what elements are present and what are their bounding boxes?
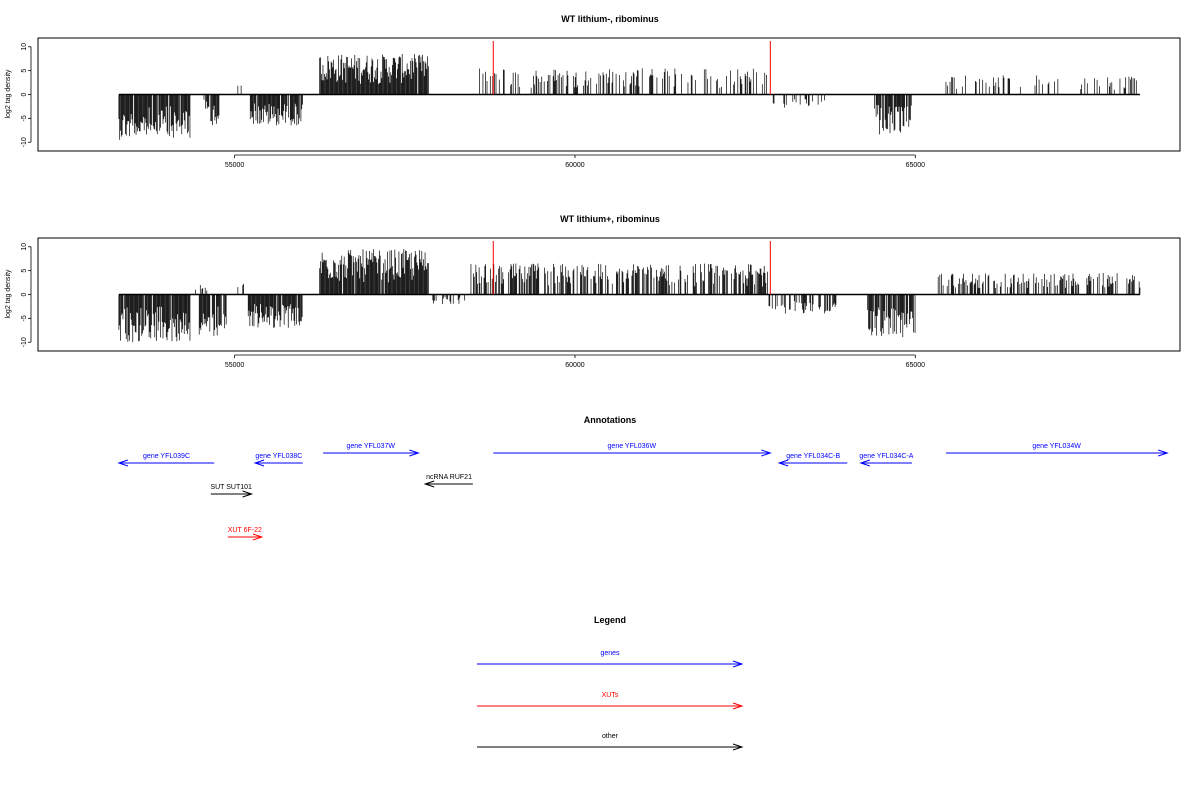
annotations-track: Annotations gene YFL039C gene YFL038Cgene… [117,415,1169,541]
annotation-feature: gene YFL039C [117,453,215,467]
annotation-feature: SUT SUT101 [210,484,254,498]
annotation-feature: gene YFL034C-B [777,453,848,467]
x-tick-label: 55000 [225,162,245,169]
y-axis-label: log2 tag density [5,69,12,119]
feature-label: gene YFL039C [143,453,190,460]
feature-arrow-arrowhead [423,480,435,488]
y-tick-label: 5 [21,69,28,73]
x-tick-label: 55000 [225,362,245,369]
feature-label: gene YFL034W [1032,443,1081,450]
feature-label: SUT SUT101 [210,484,252,491]
plot-frame [37,237,1181,352]
feature-arrow-arrowhead [252,533,264,541]
legend-item-other: other [477,733,744,751]
legend-items: genes XUTs other [477,650,744,751]
feature-arrow-arrowhead [117,459,129,467]
y-tick-label: -5 [21,315,28,321]
y-tick-label: -5 [21,115,28,121]
feature-arrow-arrowhead [777,459,789,467]
feature-arrow-arrowhead [1158,449,1169,457]
feature-arrow-arrowhead [761,449,772,457]
feature-label: ncRNA RUF21 [426,474,472,481]
annotation-feature: XUT 6F-22 [228,527,264,541]
x-tick-label: 60000 [565,162,585,169]
axes: 10 5 0 -5 -10 55000 60000 65000 [21,243,925,369]
coverage-bars [118,241,1141,343]
legend-label: genes [600,650,620,657]
feature-label: gene YFL038C [255,453,302,460]
annotation-feature: gene YFL034W [945,443,1169,457]
annotation-feature: gene YFL037W [323,443,420,457]
annotation-features: gene YFL039C gene YFL038C gene YFL037W gene… [117,443,1169,541]
legend-arrow-arrowhead [732,660,744,668]
axes: 10 5 0 -5 -10 55000 60000 65000 [21,43,925,169]
coverage-bar [118,53,1137,140]
feature-label: gene YFL037W [346,443,395,450]
coverage-bars [118,41,1140,140]
y-tick-label: 5 [21,269,28,273]
y-tick-label: 10 [21,243,28,251]
panel-title: WT lithium-, ribominus [561,14,659,24]
legend-arrow-arrowhead [732,743,744,751]
annotation-feature: gene YFL036W [493,443,772,457]
feature-arrow-arrowhead [859,459,871,467]
y-tick-label: 0 [21,92,28,96]
legend-item-gene: genes [477,650,744,668]
annotations-title: Annotations [584,415,637,425]
legend-item-xut: XUTs [477,692,744,710]
plot-frame [37,37,1181,152]
legend: Legend genes XUTs other [477,615,744,751]
x-tick-label: 65000 [906,162,926,169]
x-tick-label: 65000 [906,362,926,369]
feature-label: gene YFL036W [608,443,657,450]
feature-arrow-arrowhead [409,449,420,457]
annotation-feature: gene YFL038C [253,453,303,467]
coverage-panel-lithium-minus: WT lithium-, ribominus log2 tag density … [5,14,1181,169]
feature-label: gene YFL034C-B [786,453,840,460]
coverage-bar [118,249,1141,343]
y-tick-label: 10 [21,43,28,51]
legend-title: Legend [594,615,626,625]
y-tick-label: -10 [21,337,28,347]
annotation-feature: gene YFL034C-A [859,453,914,467]
annotation-feature: ncRNA RUF21 [423,474,473,488]
coverage-panel-lithium-plus: WT lithium+, ribominus log2 tag density … [5,214,1181,369]
feature-arrow-arrowhead [253,459,265,467]
feature-arrow-arrowhead [242,490,254,498]
x-tick-label: 60000 [565,362,585,369]
panel-title: WT lithium+, ribominus [560,214,660,224]
legend-label: XUTs [602,692,619,699]
legend-label: other [602,733,619,740]
feature-label: gene YFL034C-A [859,453,913,460]
legend-arrow-arrowhead [732,702,744,710]
y-tick-label: 0 [21,292,28,296]
y-tick-label: -10 [21,137,28,147]
feature-label: XUT 6F-22 [228,527,262,534]
y-axis-label: log2 tag density [5,269,12,319]
